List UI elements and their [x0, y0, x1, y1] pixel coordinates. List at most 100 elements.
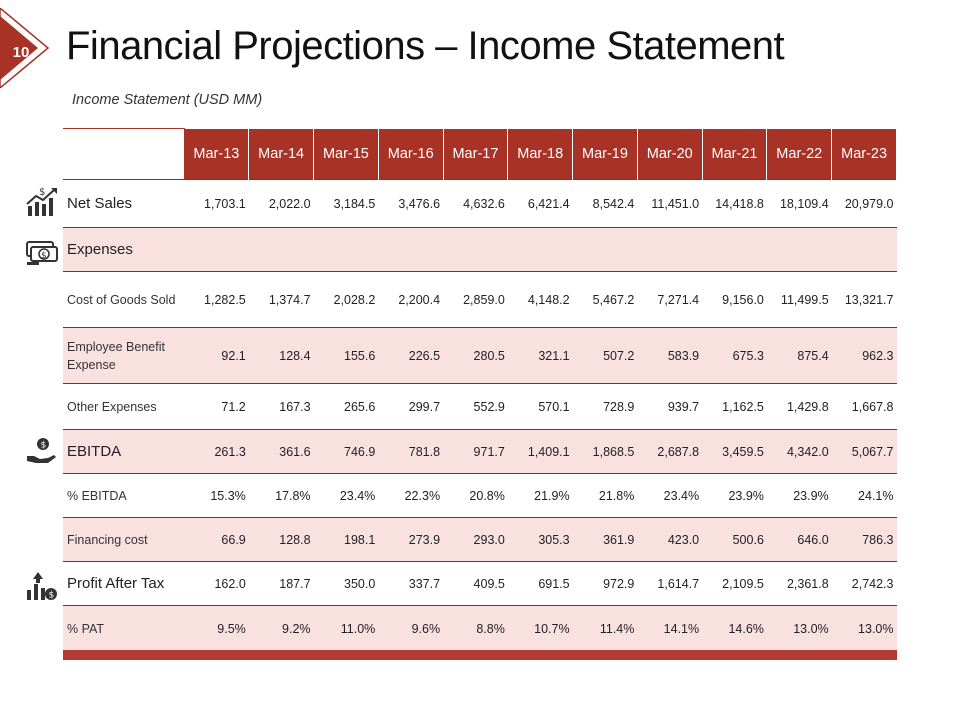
table-cell: 2,022.0 — [248, 179, 314, 228]
table-cell: 14,418.8 — [702, 179, 767, 228]
table-cell: 13,321.7 — [831, 271, 897, 328]
column-header: Mar-23 — [831, 128, 897, 180]
table-cell: 23.4% — [313, 473, 379, 518]
table-cell: 691.5 — [507, 561, 573, 606]
page-title: Financial Projections – Income Statement — [66, 24, 785, 68]
table-cell: 583.9 — [637, 327, 703, 384]
table-cell — [507, 227, 573, 272]
table-cell: 1,374.7 — [248, 271, 314, 328]
table-cell: 3,184.5 — [313, 179, 379, 228]
table-cell: 2,109.5 — [702, 561, 767, 606]
table-cell: 939.7 — [637, 383, 703, 430]
table-cell: 280.5 — [443, 327, 508, 384]
table-cell: 1,868.5 — [572, 429, 638, 474]
table-cell: 361.9 — [572, 517, 638, 562]
table-cell — [831, 227, 897, 272]
table-cell: 13.0% — [831, 605, 897, 652]
table-cell: 2,200.4 — [378, 271, 444, 328]
table-cell: 6,421.4 — [507, 179, 573, 228]
row-label: Employee Benefit Expense — [63, 327, 184, 384]
table-cell: 155.6 — [313, 327, 379, 384]
table-cell: 11,451.0 — [637, 179, 703, 228]
table-caption: Income Statement (USD MM) — [72, 92, 263, 108]
table-cell: 971.7 — [443, 429, 508, 474]
table-cell: 746.9 — [313, 429, 379, 474]
table-cell: 11.4% — [572, 605, 638, 652]
profit-chart-icon: $ — [27, 572, 57, 601]
table-cell: 11.0% — [313, 605, 379, 652]
table-cell: 261.3 — [184, 429, 249, 474]
table-cell: 2,859.0 — [443, 271, 508, 328]
table-cell: 23.4% — [637, 473, 703, 518]
column-header: Mar-19 — [572, 128, 638, 180]
table-cell: 198.1 — [313, 517, 379, 562]
table-cell: 2,742.3 — [831, 561, 897, 606]
table-cell: 265.6 — [313, 383, 379, 430]
table-cell: 20,979.0 — [831, 179, 897, 228]
table-cell: 305.3 — [507, 517, 573, 562]
table-cell: 8,542.4 — [572, 179, 638, 228]
table-cell: 1,409.1 — [507, 429, 573, 474]
table-cell: 1,703.1 — [184, 179, 249, 228]
table-cell: 167.3 — [248, 383, 314, 430]
table-cell: 350.0 — [313, 561, 379, 606]
column-header: Mar-22 — [766, 128, 833, 180]
table-cell: 9.6% — [378, 605, 444, 652]
table-cell: 972.9 — [572, 561, 638, 606]
table-cell: 500.6 — [702, 517, 767, 562]
table-row: Cost of Goods Sold 1,282.5 1,374.7 2,028.2 2… — [63, 271, 897, 328]
table-cell — [184, 227, 249, 272]
income-statement-table: Mar-13 Mar-14 Mar-15 Mar-16 Mar-17 Mar-1… — [63, 128, 897, 652]
table-cell: 786.3 — [831, 517, 897, 562]
table-footer-bar — [63, 650, 897, 660]
table-cell: 5,467.2 — [572, 271, 638, 328]
row-label: Other Expenses — [63, 383, 184, 430]
row-label: Financing cost — [63, 517, 184, 562]
table-cell: 273.9 — [378, 517, 444, 562]
row-label: % EBITDA — [63, 473, 184, 518]
row-label: % PAT — [63, 605, 184, 652]
table-cell: 3,476.6 — [378, 179, 444, 228]
sales-growth-icon: $ — [26, 187, 57, 216]
table-cell: 2,687.8 — [637, 429, 703, 474]
table-cell: 4,632.6 — [443, 179, 508, 228]
table-cell: 962.3 — [831, 327, 897, 384]
svg-text:$: $ — [41, 441, 47, 451]
row-label: Profit After Tax — [63, 561, 184, 606]
table-cell: 24.1% — [831, 473, 897, 518]
column-header: Mar-13 — [184, 128, 250, 180]
table-cell: 1,162.5 — [702, 383, 767, 430]
column-header: Mar-16 — [378, 128, 444, 180]
table-cell: 646.0 — [766, 517, 832, 562]
table-cell: 507.2 — [572, 327, 638, 384]
hand-coin-icon: $ — [27, 438, 56, 463]
table-cell: 71.2 — [184, 383, 249, 430]
table-row: Employee Benefit Expense 92.1 128.4 155.6 22… — [63, 327, 897, 384]
table-cell: 4,148.2 — [507, 271, 573, 328]
slide-number-badge: 10 — [0, 8, 60, 88]
table-cell: 2,028.2 — [313, 271, 379, 328]
table-cell: 781.8 — [378, 429, 444, 474]
table-cell — [637, 227, 703, 272]
row-label: Cost of Goods Sold — [63, 271, 184, 328]
table-row: Expenses — [63, 227, 897, 272]
svg-text:$: $ — [41, 251, 47, 261]
table-cell: 128.4 — [248, 327, 314, 384]
row-label: EBITDA — [63, 429, 184, 474]
table-cell: 10.7% — [507, 605, 573, 652]
table-cell — [572, 227, 638, 272]
table-cell: 728.9 — [572, 383, 638, 430]
table-cell: 675.3 — [702, 327, 767, 384]
table-cell — [443, 227, 508, 272]
table-cell: 162.0 — [184, 561, 249, 606]
table-cell: 23.9% — [766, 473, 832, 518]
table-cell: 423.0 — [637, 517, 703, 562]
table-cell: 4,342.0 — [766, 429, 832, 474]
table-cell: 570.1 — [507, 383, 573, 430]
table-cell: 552.9 — [443, 383, 508, 430]
table-cell: 7,271.4 — [637, 271, 703, 328]
table-row: EBITDA 261.3 361.6 746.9 781.8 971.7 1,409.1 1,… — [63, 429, 897, 474]
table-cell — [313, 227, 379, 272]
table-cell: 337.7 — [378, 561, 444, 606]
table-cell: 321.1 — [507, 327, 573, 384]
